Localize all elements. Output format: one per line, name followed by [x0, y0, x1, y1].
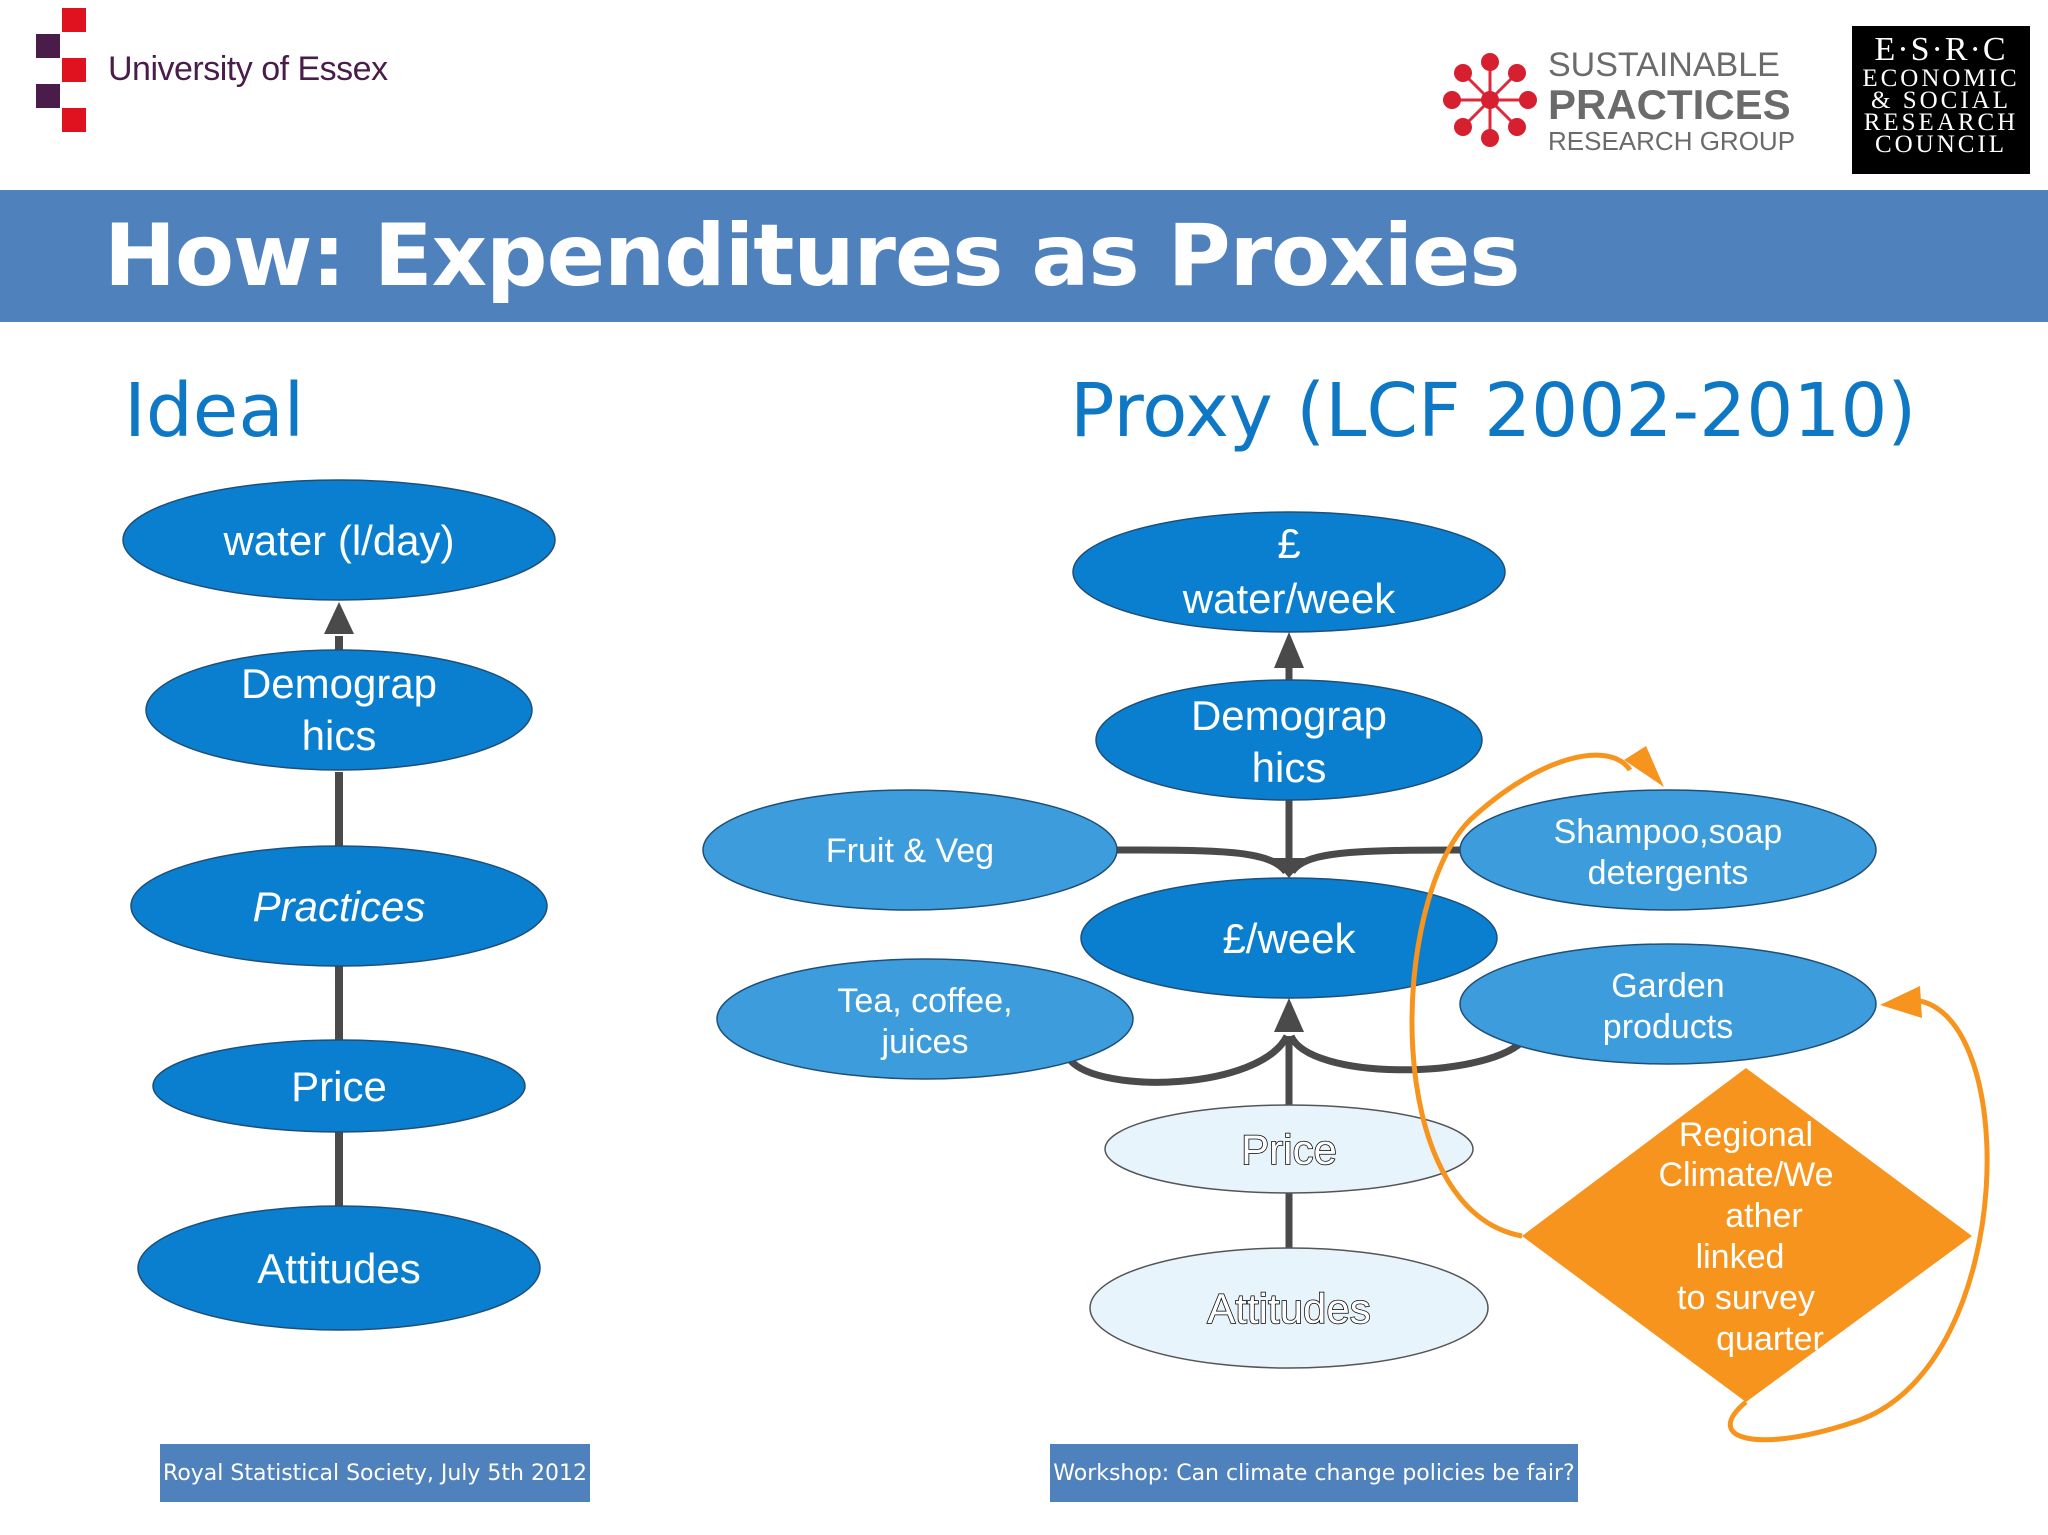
spr-line-2: PRACTICES	[1548, 81, 1791, 128]
ideal-practices-label: Practices	[253, 883, 426, 930]
proxy-node-perweek: £/week	[1080, 877, 1498, 999]
proxy-water-line2: water/week	[1182, 575, 1396, 622]
university-name: University of Essex	[108, 50, 388, 88]
orange-feedback-arrows	[1409, 752, 1990, 1443]
ideal-attitudes-label: Attitudes	[257, 1245, 420, 1292]
ideal-demo-line2: hics	[302, 712, 377, 759]
proxy-arrowhead-perweek-top	[1272, 858, 1306, 878]
proxy-perweek-label: £/week	[1222, 915, 1356, 962]
proxy-tea-line1: Tea, coffee,	[837, 982, 1012, 1020]
esrc-line-4: COUNCIL	[1874, 131, 2008, 158]
ideal-node-demographics: Demograp hics	[145, 649, 533, 771]
proxy-arrowhead-water	[1274, 632, 1304, 668]
page-title: How: Expenditures as Proxies	[104, 206, 1521, 306]
esrc-line-3: RESEARCH	[1863, 109, 2019, 136]
proxy-demo-line2: hics	[1252, 744, 1327, 791]
orange-arrowhead-garden	[1880, 986, 1922, 1018]
proxy-arrowhead-perweek-bottom	[1274, 998, 1304, 1032]
spr-logo-text: SUSTAINABLE PRACTICES RESEARCH GROUP	[1548, 48, 1795, 154]
proxy-node-tea: Tea, coffee, juices	[716, 958, 1134, 1080]
spr-line-1: SUSTAINABLE	[1548, 46, 1780, 84]
orange-arrowhead-shampoo	[1624, 746, 1664, 787]
title-bar	[0, 190, 2048, 322]
proxy-garden-line1: Garden	[1611, 967, 1724, 1005]
proxy-tea-line2: juices	[881, 1023, 969, 1061]
esrc-line-1: ECONOMIC	[1862, 65, 2020, 92]
ideal-node-water: water (l/day)	[122, 479, 556, 601]
regional-line-4: linked	[1696, 1238, 1785, 1276]
regional-line-5: to survey	[1677, 1279, 1815, 1317]
footer-left: Royal Statistical Society, July 5th 2012	[160, 1444, 590, 1502]
ideal-demo-line1: Demograp	[241, 660, 437, 707]
ideal-node-attitudes: Attitudes	[137, 1205, 541, 1331]
ideal-price-label: Price	[291, 1063, 387, 1110]
regional-line-3: ather	[1725, 1197, 1803, 1235]
ideal-water-label: water (l/day)	[222, 517, 454, 564]
proxy-water-line1: £	[1277, 520, 1300, 567]
proxy-node-shampoo: Shampoo,soap detergents	[1459, 789, 1877, 911]
regional-climate-diamond: Regional Climate/We ather linked to surv…	[1522, 1068, 1972, 1402]
ideal-heading: Ideal	[124, 368, 305, 454]
spr-line-3: RESEARCH GROUP	[1548, 126, 1796, 156]
proxy-node-price: Price	[1104, 1104, 1474, 1194]
proxy-shampoo-line2: detergents	[1588, 854, 1749, 892]
ideal-arrowhead	[324, 602, 354, 634]
esrc-line-2: & SOCIAL	[1871, 87, 2011, 114]
proxy-node-fruit: Fruit & Veg	[702, 789, 1118, 911]
proxy-node-water: £ water/week	[1072, 511, 1506, 633]
proxy-demo-line1: Demograp	[1191, 692, 1387, 739]
regional-text-group: Regional Climate/We ather linked to surv…	[1658, 1116, 1833, 1358]
proxy-garden-line2: products	[1603, 1008, 1733, 1046]
spr-network-icon	[1443, 53, 1537, 147]
ideal-node-price: Price	[152, 1039, 526, 1133]
ideal-node-practices: Practices	[130, 845, 548, 967]
footer-right: Workshop: Can climate change policies be…	[1050, 1444, 1578, 1502]
proxy-shampoo-line1: Shampoo,soap	[1554, 813, 1783, 851]
esrc-logo: E·S·R·C ECONOMIC & SOCIAL RESEARCH COUNC…	[1852, 26, 2030, 174]
regional-line-6: quarter	[1716, 1320, 1824, 1358]
proxy-node-demographics: Demograp hics	[1095, 679, 1483, 801]
proxy-node-attitudes: Attitudes	[1089, 1247, 1489, 1369]
regional-line-2: Climate/We	[1658, 1156, 1833, 1194]
proxy-attitudes-label: Attitudes	[1207, 1285, 1370, 1332]
regional-line-1: Regional	[1679, 1116, 1813, 1154]
proxy-price-label: Price	[1241, 1126, 1337, 1173]
essex-logo-icon	[36, 8, 86, 132]
proxy-heading: Proxy (LCF 2002-2010)	[1070, 368, 1917, 454]
proxy-fruit-label: Fruit & Veg	[826, 832, 994, 870]
proxy-node-garden: Garden products	[1459, 943, 1877, 1065]
esrc-top: E·S·R·C	[1874, 31, 2008, 68]
